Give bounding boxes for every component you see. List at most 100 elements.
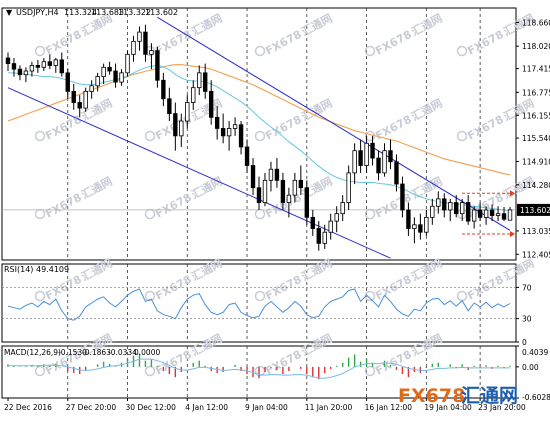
candle-bear bbox=[17, 68, 23, 76]
candle-bear bbox=[489, 209, 495, 216]
candle-bull bbox=[346, 172, 351, 203]
candle-bull bbox=[471, 209, 477, 222]
candle-bull bbox=[89, 85, 94, 92]
candle-bull bbox=[352, 150, 357, 174]
rsi-y-label: 70 bbox=[522, 283, 532, 292]
watermark-logo-mark bbox=[254, 45, 266, 57]
candle-bear bbox=[250, 165, 256, 189]
ohlc-close: 113.602 bbox=[145, 8, 178, 17]
candle-bear bbox=[238, 124, 244, 148]
candle-bear bbox=[173, 113, 178, 137]
price-y-label: 115.540 bbox=[522, 134, 550, 143]
candle-bull bbox=[424, 216, 429, 233]
watermark-bottom-cn: 汇通网 bbox=[461, 385, 518, 407]
candle-bull bbox=[262, 179, 268, 203]
candle-bull bbox=[495, 213, 501, 216]
macd-signal-line bbox=[8, 358, 510, 379]
candle-bull bbox=[328, 220, 333, 233]
candle-bull bbox=[191, 87, 196, 103]
symbol-header: USDJPY,H4 bbox=[16, 8, 59, 17]
candle-bull bbox=[507, 209, 513, 221]
candle-bull bbox=[137, 31, 142, 42]
candle-bull bbox=[226, 128, 232, 137]
candle-bear bbox=[59, 59, 64, 74]
watermark-logo-mark bbox=[364, 365, 376, 377]
candle-bull bbox=[119, 72, 124, 83]
candle-bear bbox=[316, 228, 321, 244]
ohlc-high: 113.683 bbox=[91, 8, 124, 17]
candle-bull bbox=[179, 120, 184, 137]
price-y-label: 114.280 bbox=[522, 181, 550, 190]
x-tick-label: 19 Jan 04:00 bbox=[424, 403, 472, 412]
candle-bull bbox=[83, 90, 88, 109]
candle-bear bbox=[113, 70, 118, 83]
macd-header-signal: -0.1863 bbox=[82, 348, 111, 357]
candle-bull bbox=[232, 124, 238, 129]
candle-bear bbox=[256, 187, 262, 203]
candle-bull bbox=[322, 231, 327, 244]
candle-bear bbox=[442, 198, 447, 211]
level-arrow-head bbox=[510, 231, 515, 238]
watermark-logo-mark bbox=[144, 130, 156, 142]
candle-bull bbox=[41, 61, 47, 68]
candle-bull bbox=[382, 150, 387, 174]
current-price-badge bbox=[517, 203, 550, 216]
candle-bear bbox=[161, 79, 166, 100]
candle-bear bbox=[501, 213, 507, 220]
price-y-label: 116.775 bbox=[522, 88, 550, 97]
ohlc-low: 113.322 bbox=[118, 8, 151, 17]
watermark-logo-mark bbox=[456, 130, 468, 142]
candle-bear bbox=[35, 65, 41, 68]
rsi-panel-frame bbox=[1, 263, 517, 343]
watermark-logo-mark bbox=[34, 365, 46, 377]
price-y-label: 116.155 bbox=[522, 111, 550, 120]
watermark-logo-mark bbox=[144, 365, 156, 377]
candle-bull bbox=[340, 202, 345, 215]
candle-bear bbox=[107, 66, 112, 72]
x-tick-label: 4 Jan 12:00 bbox=[185, 403, 228, 412]
price-y-label: 112.405 bbox=[522, 250, 550, 259]
candle-bull bbox=[53, 59, 58, 66]
x-tick-label: 9 Jan 04:00 bbox=[245, 403, 288, 412]
candle-bear bbox=[77, 102, 82, 109]
price-y-label: 118.020 bbox=[522, 42, 550, 51]
candle-bear bbox=[71, 90, 76, 103]
watermark-logo-mark bbox=[34, 290, 46, 302]
candle-bull bbox=[430, 205, 435, 218]
candle-bear bbox=[370, 142, 375, 159]
candle-bull bbox=[131, 40, 136, 55]
x-tick-label: 11 Jan 20:00 bbox=[305, 403, 353, 412]
candle-bear bbox=[47, 61, 53, 66]
rsi-header-name: RSI(14) bbox=[4, 265, 33, 274]
watermark-logo-mark bbox=[254, 130, 266, 142]
candle-bull bbox=[483, 209, 489, 218]
rsi-panel bbox=[2, 286, 516, 321]
x-tick-label: 30 Dec 12:00 bbox=[126, 403, 177, 412]
rsi-y-label: 0 bbox=[522, 338, 527, 347]
candle-bear bbox=[394, 161, 399, 185]
candle-bull bbox=[460, 202, 465, 215]
candle-bear bbox=[418, 224, 423, 233]
candle-bear bbox=[143, 31, 148, 55]
candle-bear bbox=[214, 116, 220, 129]
watermark-logo-mark bbox=[364, 45, 376, 57]
price-y-label: 118.660 bbox=[522, 18, 550, 27]
x-tick-label: 22 Dec 2016 bbox=[4, 403, 52, 412]
candle-bear bbox=[244, 146, 250, 166]
watermark-logo-mark bbox=[456, 45, 468, 57]
candle-bull bbox=[185, 102, 190, 122]
candle-bull bbox=[412, 224, 417, 229]
macd-y-label: 0.00 bbox=[522, 363, 539, 372]
candle-bull bbox=[286, 194, 292, 203]
candle-bear bbox=[376, 157, 381, 174]
candle-bear bbox=[388, 150, 393, 163]
candle-bear bbox=[65, 72, 70, 92]
current-price-label: 113.602 bbox=[520, 206, 550, 215]
candle-bear bbox=[274, 168, 280, 181]
price-panel bbox=[2, 16, 516, 259]
x-tick-label: 27 Dec 20:00 bbox=[66, 403, 117, 412]
macd-y-label: 0.4039 bbox=[522, 348, 548, 357]
macd-header-name: MACD(12,26,9) bbox=[4, 348, 61, 357]
